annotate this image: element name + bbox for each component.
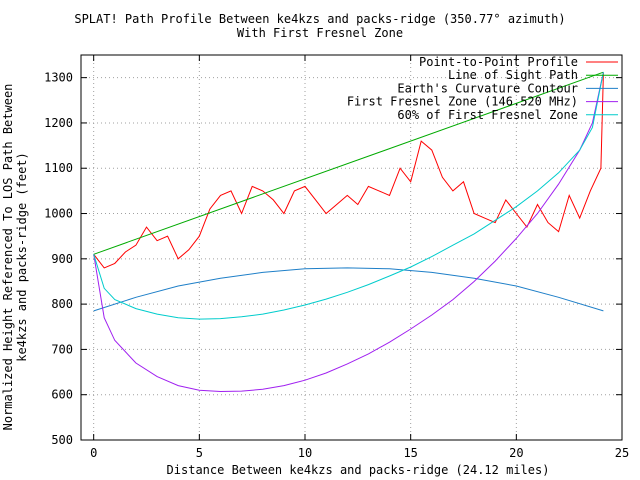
y-tick-label: 1100	[44, 161, 73, 175]
x-axis-label: Distance Between ke4kzs and packs-ridge …	[166, 463, 550, 477]
series-line-2	[93, 267, 604, 312]
chart-title: SPLAT! Path Profile Between ke4kzs and p…	[74, 12, 566, 26]
y-axis-label-line2: ke4kzs and packs-ridge (feet)	[15, 152, 29, 362]
y-axis-label: Normalized Height Referenced To LOS Path…	[1, 67, 29, 447]
x-tick-label: 25	[615, 446, 629, 460]
y-tick-label: 1300	[44, 71, 73, 85]
x-tick-label: 5	[196, 446, 203, 460]
y-axis-label-line1: Normalized Height Referenced To LOS Path…	[1, 83, 15, 431]
y-tick-label: 1200	[44, 116, 73, 130]
x-tick-label: 0	[90, 446, 97, 460]
y-tick-label: 600	[51, 388, 73, 402]
series-lines	[93, 71, 604, 393]
series-line-3	[93, 72, 604, 393]
legend-label: First Fresnel Zone (146.520 MHz)	[347, 95, 578, 109]
y-tick-label: 900	[51, 252, 73, 266]
y-tick-label: 500	[51, 433, 73, 447]
x-tick-label: 10	[298, 446, 312, 460]
series-line-0	[93, 73, 604, 269]
legend-label: Line of Sight Path	[448, 68, 578, 82]
x-tick-label: 15	[403, 446, 417, 460]
plot-frame	[80, 54, 623, 441]
y-tick-label: 1000	[44, 207, 73, 221]
axes	[80, 54, 623, 441]
series-line-1	[93, 71, 604, 255]
y-tick-label: 800	[51, 297, 73, 311]
y-tick-label: 700	[51, 342, 73, 356]
legend-label: Point-to-Point Profile	[419, 55, 578, 69]
series-line-4	[93, 72, 604, 320]
chart-subtitle: With First Fresnel Zone	[236, 26, 404, 40]
legend-label: 60% of First Fresnel Zone	[397, 108, 578, 122]
tick-labels: 0 5 10 15 20 25 500 600 700 800 900 1000 1100 1200 130…	[44, 55, 629, 460]
x-tick-label: 20	[509, 446, 523, 460]
legend-label: Earth's Curvature Contour	[397, 81, 578, 95]
